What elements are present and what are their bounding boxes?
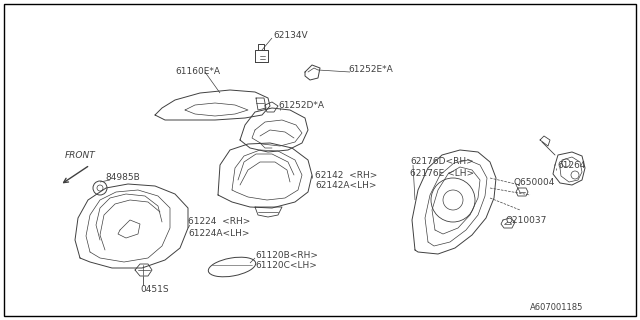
Text: 61120C<LH>: 61120C<LH>: [255, 261, 317, 270]
Text: FRONT: FRONT: [65, 151, 95, 160]
Text: 61224  <RH>: 61224 <RH>: [188, 218, 250, 227]
Text: Q650004: Q650004: [514, 179, 556, 188]
Text: 61120B<RH>: 61120B<RH>: [255, 251, 318, 260]
Text: 62176E <LH>: 62176E <LH>: [410, 169, 474, 178]
Text: 61224A<LH>: 61224A<LH>: [188, 228, 250, 237]
Text: 61264: 61264: [557, 161, 586, 170]
Text: 0451S: 0451S: [140, 285, 168, 294]
Text: 61160E*A: 61160E*A: [175, 68, 220, 76]
Text: 61252E*A: 61252E*A: [348, 66, 393, 75]
Text: 62142A<LH>: 62142A<LH>: [315, 181, 376, 190]
Text: 62142  <RH>: 62142 <RH>: [315, 171, 378, 180]
Text: 62134V: 62134V: [273, 30, 308, 39]
Text: 61252D*A: 61252D*A: [278, 100, 324, 109]
Text: 84985B: 84985B: [105, 173, 140, 182]
Text: A607001185: A607001185: [530, 303, 584, 313]
Text: Q210037: Q210037: [506, 215, 547, 225]
Text: 62176D<RH>: 62176D<RH>: [410, 157, 474, 166]
